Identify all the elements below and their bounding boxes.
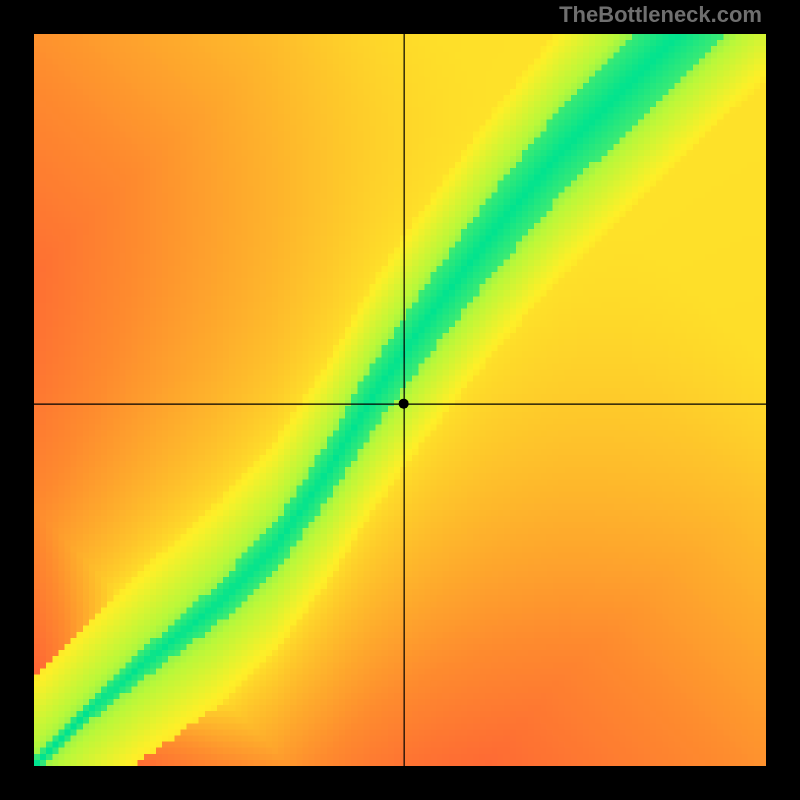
crosshair-overlay <box>0 0 800 800</box>
watermark-text: TheBottleneck.com <box>559 2 762 28</box>
